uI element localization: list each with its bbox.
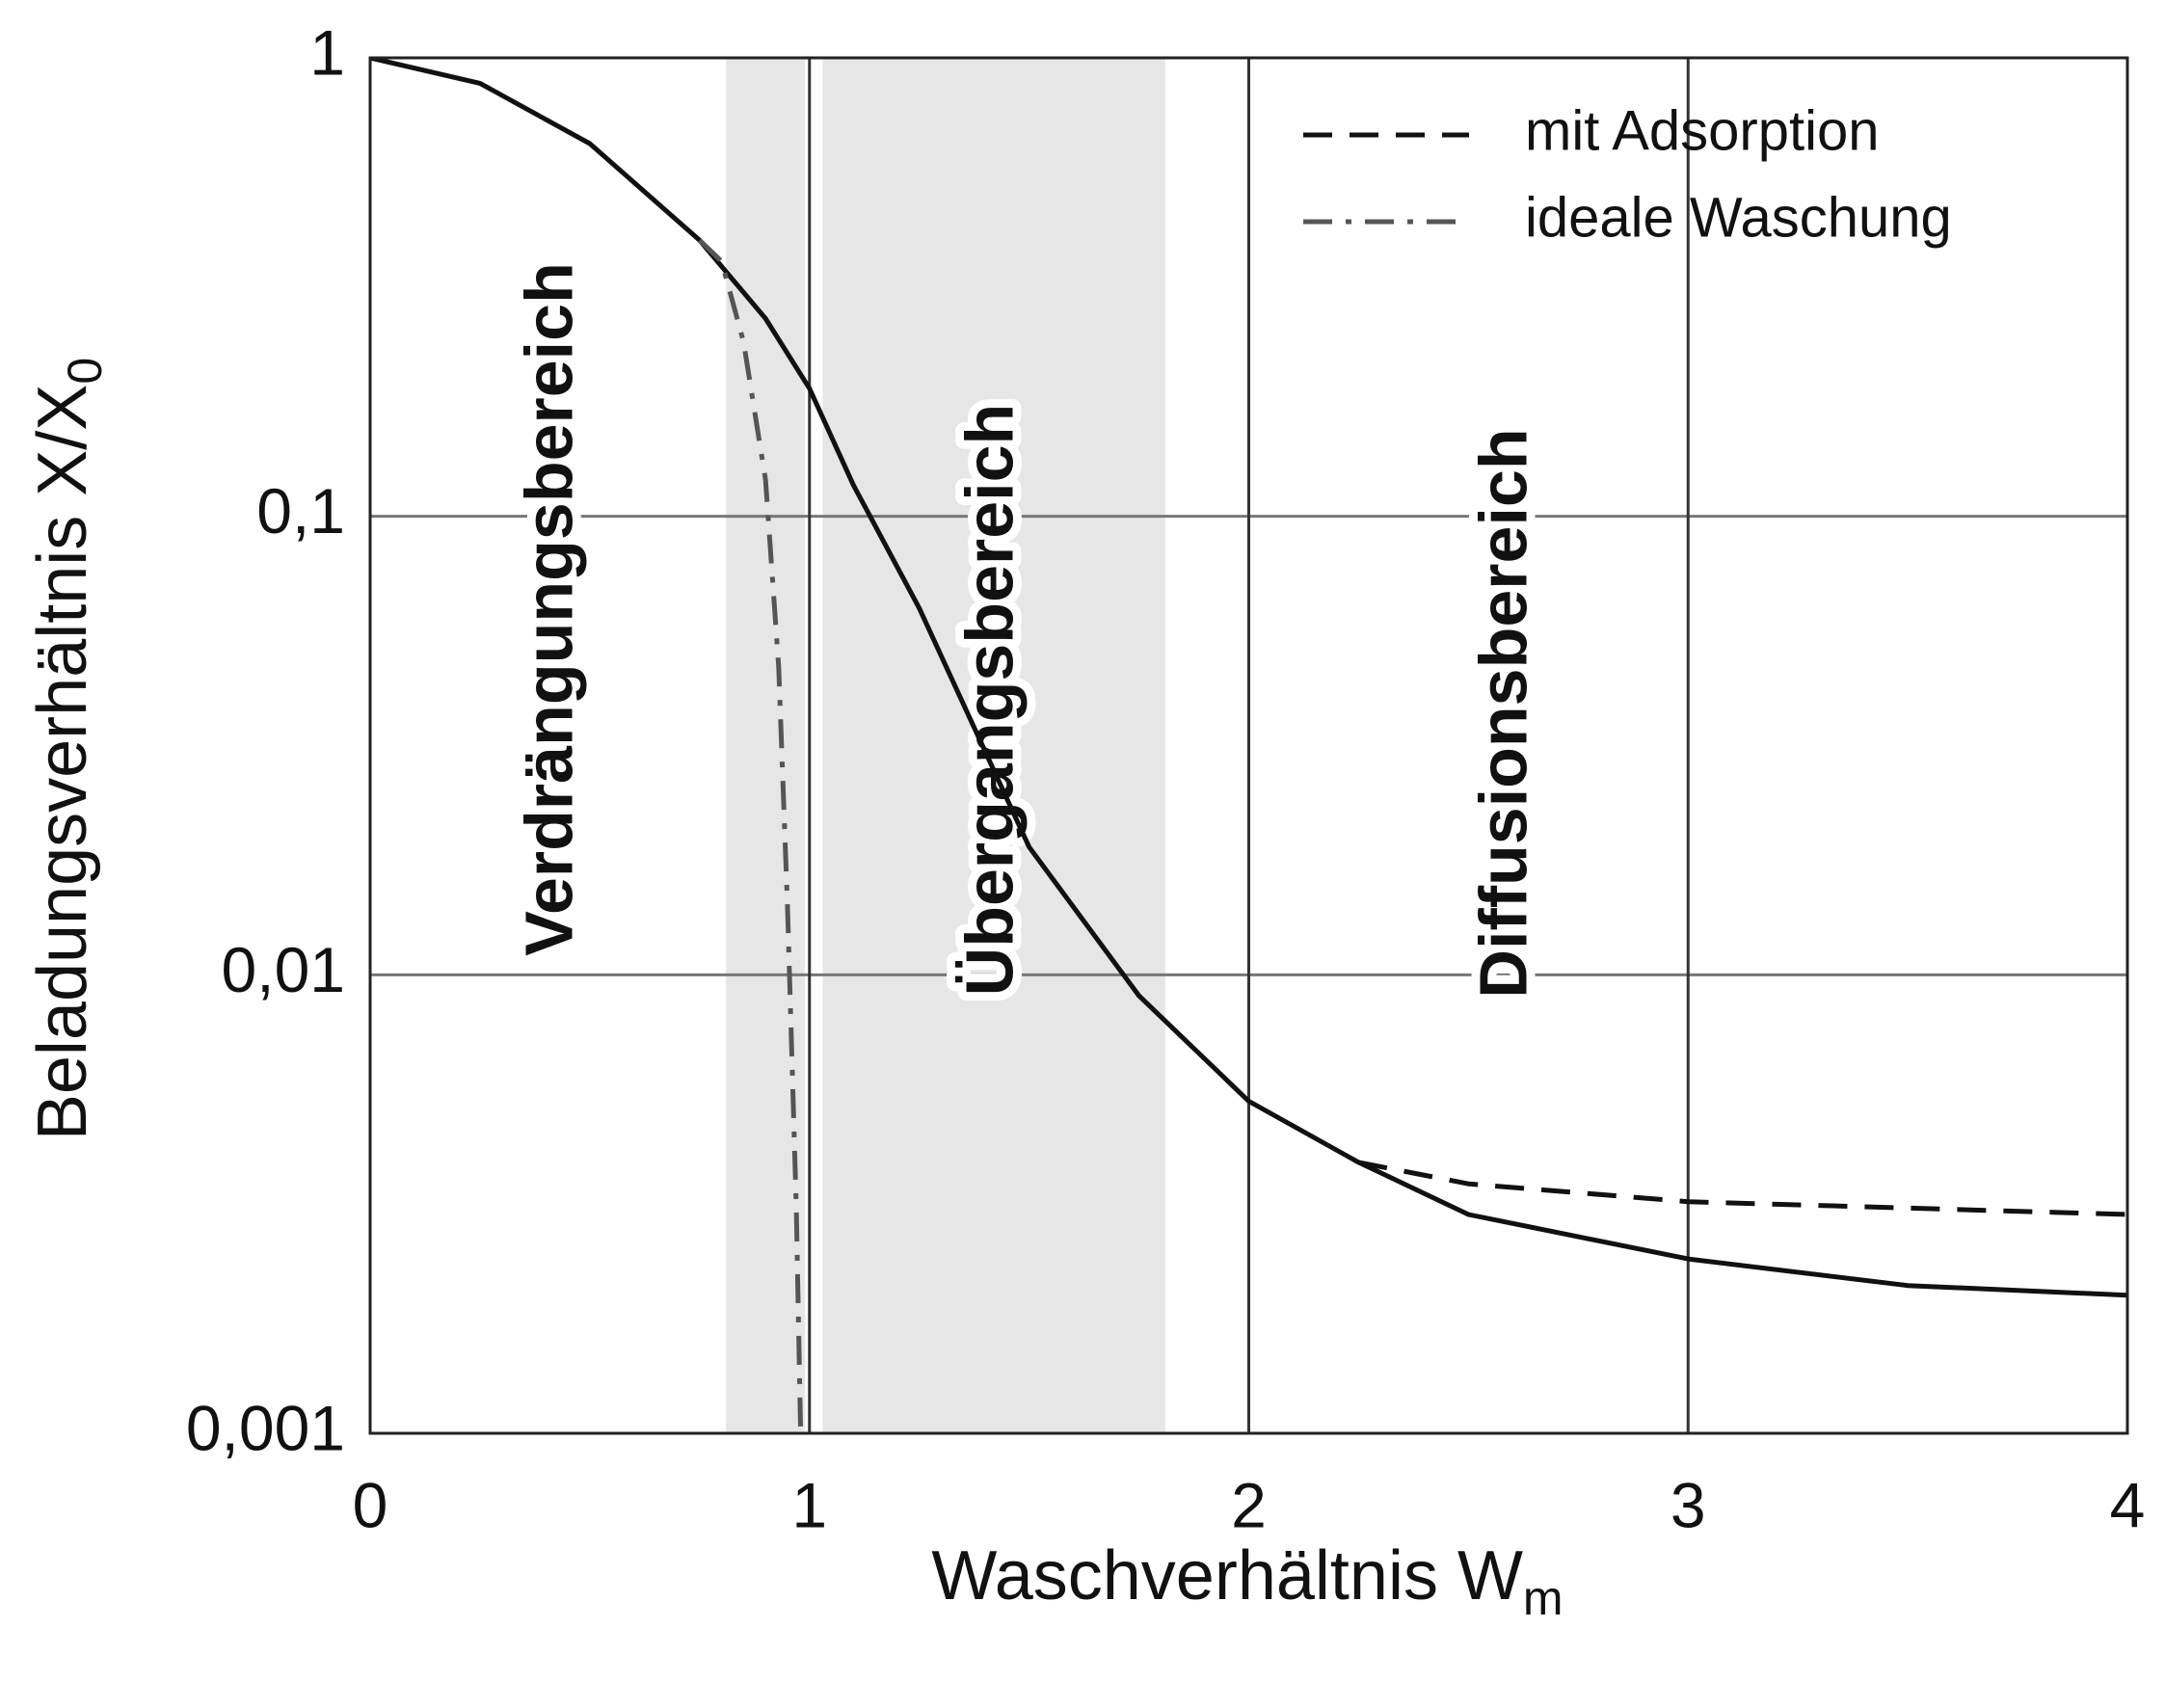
annotations: Verdrängungsbereich Übergangsbereich Diffu… (502, 254, 1549, 1006)
series-line (370, 58, 2127, 1298)
region-label: Übergangsbereich (951, 404, 1027, 997)
x-tick-label: 4 (2110, 1469, 2146, 1540)
plot-background (726, 58, 1165, 1433)
y-tick-label: 0,1 (256, 475, 345, 547)
legend-label: ideale Waschung (1525, 186, 1952, 249)
x-tick-label: 0 (353, 1469, 388, 1540)
x-tick-label: 1 (791, 1469, 827, 1540)
legend: mit Adsorption ideale Waschung (1303, 99, 1952, 249)
shaded-region (822, 58, 1165, 1433)
region-label: Verdrängungsbereich (511, 262, 586, 956)
y-axis-label-text: Beladungsverhältnis X/X (24, 385, 101, 1140)
y-tick-label: 0,001 (186, 1392, 345, 1463)
y-axis-label: Beladungsverhältnis X/X0 (24, 358, 112, 1140)
y-axis-label-sub: 0 (58, 358, 112, 385)
y-tick-label: 1 (309, 16, 345, 88)
legend-label: mit Adsorption (1525, 99, 1880, 162)
shaded-region (726, 58, 806, 1433)
x-tick-label: 2 (1231, 1469, 1267, 1540)
x-axis-label-text: Waschverhältnis W (931, 1537, 1523, 1615)
grid (370, 58, 2127, 1433)
x-axis-label-sub: m (1523, 1571, 1564, 1625)
x-axis-label: Waschverhältnis Wm (931, 1537, 1563, 1625)
x-tick-label: 3 (1671, 1469, 1706, 1540)
y-tick-label: 0,01 (222, 934, 345, 1005)
series-line (698, 238, 804, 1433)
series-lines (370, 58, 2127, 1433)
ticks: 0,001 0,01 0,1 1 0 1 2 3 4 (186, 16, 2146, 1540)
plot-frame (368, 56, 2129, 1435)
region-label: Diffusionsbereich (1465, 428, 1540, 998)
series-line (1357, 1160, 2127, 1217)
